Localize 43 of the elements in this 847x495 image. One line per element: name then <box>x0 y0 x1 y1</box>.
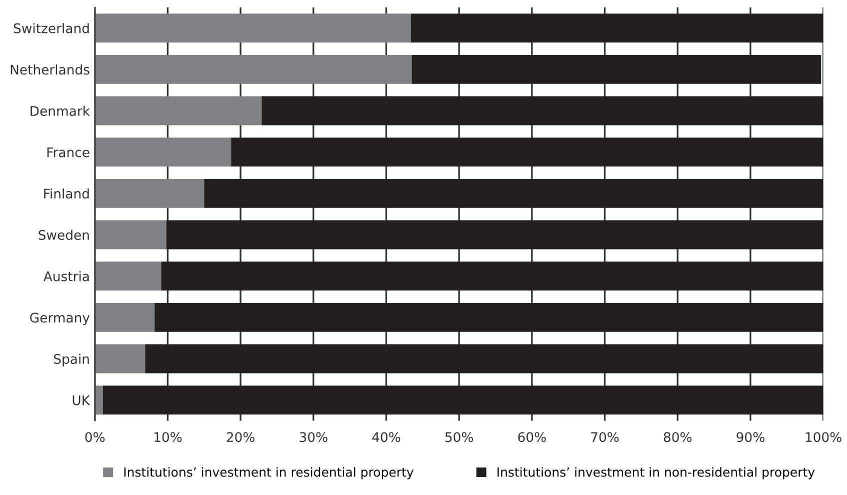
bar <box>231 138 824 167</box>
bar <box>102 386 824 415</box>
x-tick-label: 100% <box>806 432 842 442</box>
y-tick-label: Spain <box>54 354 89 367</box>
bar <box>411 14 824 43</box>
bar <box>161 262 824 291</box>
x-tick-label: 30% <box>300 432 328 442</box>
bar <box>154 302 824 332</box>
bar <box>94 344 146 374</box>
x-tick-label: 70% <box>591 432 619 442</box>
y-tick-label: Sweden <box>38 230 89 240</box>
y-tick-label: France <box>47 147 90 158</box>
bar <box>166 220 824 250</box>
legend-label: Institutions’ investment in non-residential property <box>498 467 815 480</box>
bar <box>94 14 411 43</box>
y-tick-label: Finland <box>44 188 89 199</box>
y-tick-label: Switzerland <box>14 23 89 34</box>
x-tick-label: 20% <box>226 432 254 442</box>
bar <box>94 302 155 332</box>
y-tick-label: Germany <box>30 312 90 326</box>
bar <box>94 54 412 84</box>
x-tick-label: 0% <box>85 432 105 442</box>
y-tick-label: Austria <box>43 271 89 282</box>
x-tick-label: 60% <box>518 432 546 442</box>
bar <box>94 138 232 167</box>
bar <box>145 344 824 374</box>
bar <box>204 178 824 208</box>
legend-label: Institutions’ investment in residential property <box>124 467 414 480</box>
x-tick-label: 90% <box>736 432 764 442</box>
x-tick-label: 40% <box>372 432 400 442</box>
y-tick-label: Netherlands <box>10 64 90 75</box>
y-tick-label: Denmark <box>30 106 90 116</box>
bar <box>94 220 166 250</box>
x-tick-label: 80% <box>664 432 692 442</box>
bar <box>94 386 103 415</box>
bar <box>262 96 824 126</box>
bar <box>412 54 822 84</box>
x-tick-label: 10% <box>154 432 182 442</box>
x-tick-label: 50% <box>445 432 474 442</box>
bar <box>94 262 162 291</box>
y-tick-label: UK <box>72 395 90 406</box>
bar <box>94 178 204 208</box>
bar <box>94 96 262 126</box>
